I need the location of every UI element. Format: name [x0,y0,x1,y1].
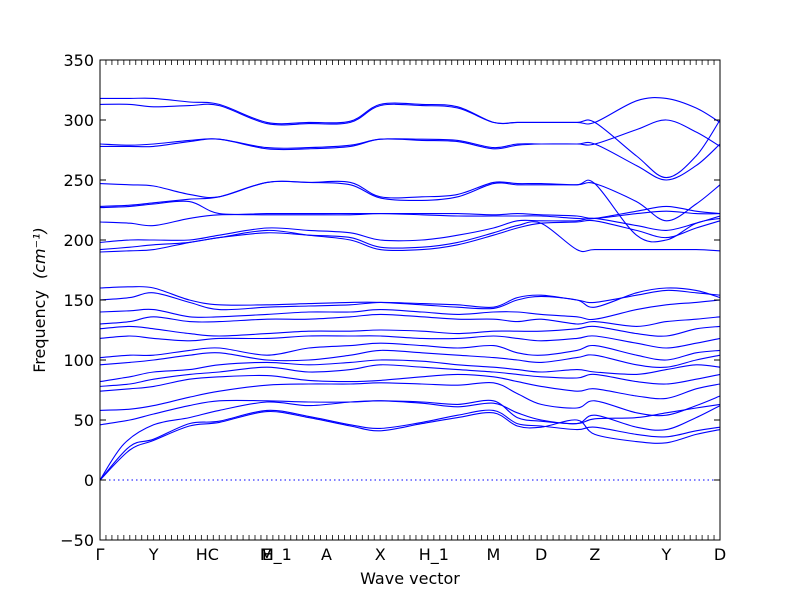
band-line-21 [99,200,721,219]
band-line-23 [99,179,721,243]
x-tick-label-1: Γ [96,545,105,564]
x-tick-label-13: Y [660,545,671,564]
band-line-10 [99,342,721,361]
band-line-8 [99,359,721,383]
band-line-19 [99,215,721,243]
x-ticks-group: Γ Y HC MEM_1 A X H_1 M D Z Y D [96,60,726,565]
y-axis-title-main: Frequency [30,290,49,373]
y-tick-label: 0 [84,471,94,490]
y-tick-label: 350 [63,51,94,70]
y-tick-label: 250 [63,171,94,190]
band-line-14 [99,299,721,321]
x-tick-label-7: A [321,545,332,564]
band-line-9 [99,349,721,368]
y-tick-label: 100 [63,351,94,370]
band-line-26 [99,103,721,179]
band-line-13 [99,313,721,327]
y-axis-title: Frequency (cm⁻¹) [30,227,49,372]
band-line-11 [99,335,721,349]
x-tick-label-10: M [487,545,501,564]
x-tick-label-11: D [535,545,547,564]
y-ticks-group: −50 0 50 100 150 200 250 300 350 [60,51,720,550]
x-axis-title: Wave vector [360,569,460,588]
y-tick-label: 150 [63,291,94,310]
band-line-5 [99,381,721,417]
band-line-6 [99,373,721,400]
x-tick-label-6: M_1 [260,545,292,565]
band-line-25 [99,119,721,149]
x-tick-label-8: X [375,545,386,564]
band-line-12 [99,325,721,337]
y-tick-label: 50 [74,411,94,430]
x-tick-label-14: D [714,545,726,564]
band-line-3 [99,400,721,481]
band-line-1 [99,410,721,481]
band-line-16 [99,286,721,310]
band-line-22 [99,180,721,222]
x-tick-label-3: HC [196,545,219,564]
y-tick-label: −50 [60,531,94,550]
x-tick-label-2: Y [148,545,159,564]
band-line-24 [99,138,721,181]
x-tick-label-9: H_1 [419,545,449,565]
y-axis-title-units: (cm⁻¹) [30,227,49,279]
bands-group [99,97,721,481]
band-line-20 [99,205,721,227]
y-tick-label: 200 [63,231,94,250]
band-line-4 [99,399,721,426]
band-line-2 [99,409,721,481]
plot-background [100,60,720,540]
y-tick-label: 300 [63,111,94,130]
band-line-7 [99,364,721,387]
band-line-18 [99,221,721,253]
x-tick-label-12: Z [589,545,600,564]
x-tick-label-4: M [260,545,274,564]
x-tick-label-5: E [262,545,272,564]
band-line-15 [99,289,721,311]
band-line-27 [99,97,721,125]
svg-text:Frequency (cm⁻¹): Frequency (cm⁻¹) [30,227,49,372]
